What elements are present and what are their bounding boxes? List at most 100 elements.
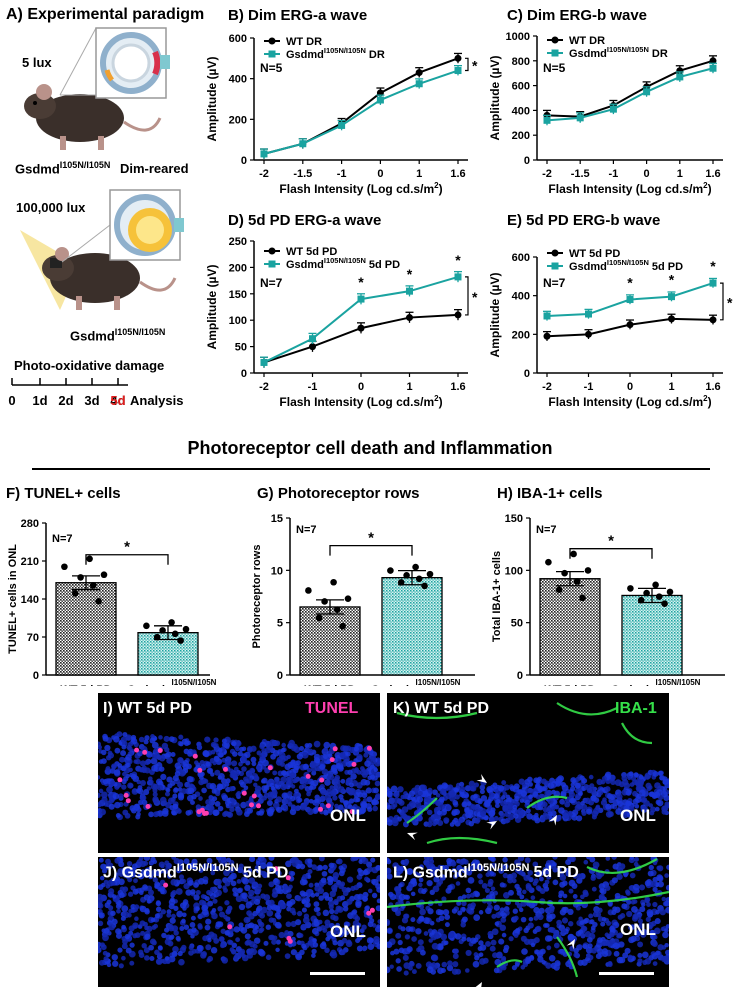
micrograph-l-label: L) GsdmdI105N/I105N 5d PD <box>393 862 579 882</box>
y-tick-label: 0 <box>524 155 530 167</box>
mouse-illustration-2 <box>20 230 177 310</box>
x-tick-label: -1 <box>308 381 318 393</box>
tunel-positive-cells <box>163 866 375 944</box>
arrowhead <box>566 939 575 950</box>
chart-f: F) TUNEL+ cells 0 70 140 210 280 TUNEL+ cells … <box>6 485 217 686</box>
data-point <box>171 630 179 638</box>
data-point <box>584 567 592 574</box>
data-point <box>412 563 419 571</box>
data-point <box>609 105 617 113</box>
x-tick-label: -2 <box>259 168 269 180</box>
n-label: N=7 <box>260 276 283 290</box>
point-sig: * <box>627 275 633 291</box>
bar <box>621 594 683 676</box>
legend-label: WT 5d PD <box>569 248 620 260</box>
data-point <box>89 582 97 589</box>
y-axis-label: Amplitude (µV) <box>488 273 502 358</box>
n-label: N=5 <box>543 61 566 75</box>
series-line-0 <box>263 57 459 155</box>
data-point <box>299 140 307 148</box>
y-tick-label: 200 <box>229 262 247 274</box>
bar <box>539 578 601 676</box>
x-tick-label: 1.6 <box>705 168 720 180</box>
data-point <box>143 622 150 630</box>
x-tick-label: 0 <box>358 381 364 393</box>
x-axis-label: Flash Intensity (Log cd.s/m2) <box>548 181 711 196</box>
x-axis-label: Flash Intensity (Log cd.s/m2) <box>279 181 442 196</box>
y-tick-label: 0 <box>241 368 247 380</box>
y-tick-label: 0 <box>517 670 523 682</box>
x-category-label: WT 5d PD <box>60 684 111 686</box>
legend-label: GsdmdI105N/I105N 5d PD <box>569 258 683 273</box>
data-point <box>339 622 346 630</box>
data-point <box>709 279 717 287</box>
timeline-tick-label: 1d <box>32 393 48 408</box>
onl-label-j: ONL <box>330 922 366 941</box>
data-point <box>421 582 428 590</box>
data-point <box>555 586 563 593</box>
data-point <box>426 570 434 578</box>
data-point <box>454 311 462 319</box>
scale-bar <box>310 972 365 975</box>
y-tick-label: 100 <box>505 565 523 577</box>
y-axis-label: Photoreceptor rows <box>251 545 263 649</box>
x-category-label: Gsdmd <box>611 684 649 686</box>
data-point <box>376 96 384 104</box>
micrograph-l <box>387 857 669 987</box>
data-point <box>668 293 675 301</box>
chart-b: B) Dim ERG-a wave 0 200 400 600 -2 -1.5 -1 0 1 1.6… <box>205 7 478 196</box>
micrograph-j-label: J) GsdmdI105N/I105N 5d PD <box>103 862 289 882</box>
chart-h: H) IBA-1+ cells 0 50 100 150 Total IBA-1+ cel… <box>491 485 725 686</box>
point-sig: * <box>710 258 716 274</box>
x-category-label: Gsdmd <box>127 684 165 686</box>
legend-marker <box>551 262 559 270</box>
bar <box>381 577 443 676</box>
data-point <box>100 571 108 579</box>
legend-marker <box>551 36 559 44</box>
data-point <box>403 572 410 579</box>
y-tick-label: 250 <box>229 236 247 248</box>
data-point <box>627 585 634 592</box>
data-point <box>676 73 684 81</box>
series-line-1 <box>546 67 714 122</box>
chart-title: B) Dim ERG-a wave <box>228 7 367 24</box>
x-tick-label: 1.6 <box>705 381 720 393</box>
sig-bracket <box>720 282 724 321</box>
y-axis-label: Total IBA-1+ cells <box>491 551 503 642</box>
micrograph-k <box>387 693 669 853</box>
section-title: Photoreceptor cell death and Inflammatio… <box>187 438 553 458</box>
y-tick-label: 400 <box>229 74 247 86</box>
x-tick-label: 0 <box>627 381 633 393</box>
timeline <box>11 378 128 386</box>
arrowhead <box>476 773 487 783</box>
data-point <box>406 314 413 322</box>
data-point <box>168 619 175 626</box>
arrowhead <box>548 815 557 826</box>
sig-star: * <box>368 530 374 547</box>
chart-title: D) 5d PD ERG-a wave <box>228 212 381 229</box>
y-tick-label: 200 <box>512 130 530 142</box>
data-point <box>338 121 346 129</box>
y-tick-label: 50 <box>235 342 247 354</box>
data-point <box>666 588 674 596</box>
analysis-label: Analysis <box>130 393 184 408</box>
timeline-tick-label: 3d <box>84 393 100 408</box>
x-tick-label: -1 <box>584 381 594 393</box>
micrograph-k-label: K) WT 5d PD <box>393 700 489 717</box>
legend-label: WT DR <box>286 36 322 48</box>
iba1-microglia <box>387 858 669 978</box>
x-axis-label: Flash Intensity (Log cd.s/m2) <box>548 394 711 409</box>
data-point <box>626 296 634 304</box>
x-tick-label: -1 <box>337 168 347 180</box>
x-tick-label: -2 <box>259 381 269 393</box>
data-point <box>61 563 68 571</box>
sig-bracket <box>329 545 413 556</box>
timeline-tick-label: 0 <box>8 393 16 408</box>
data-point <box>626 321 634 329</box>
n-label: N=7 <box>543 276 566 290</box>
pod-label: Photo-oxidative damage <box>14 358 165 373</box>
data-point <box>153 633 161 641</box>
point-sig: * <box>669 272 675 288</box>
x-tick-label: 0 <box>644 168 650 180</box>
onl-label-k: ONL <box>620 806 656 825</box>
